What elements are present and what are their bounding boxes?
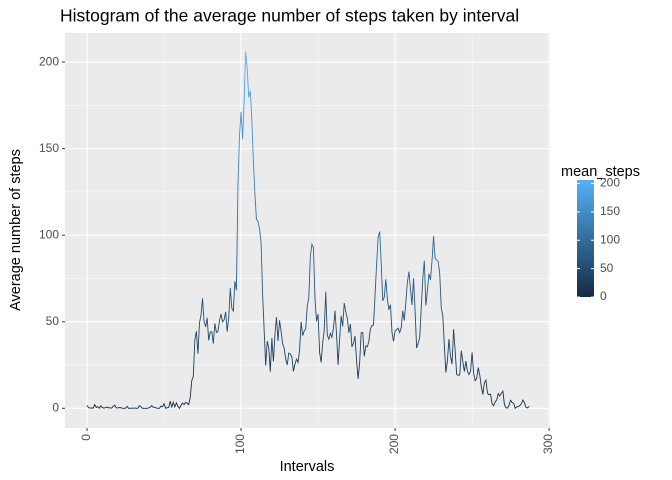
y-tick-label: 100	[39, 227, 59, 241]
panel	[65, 33, 550, 428]
y-axis-label: Average number of steps	[8, 149, 24, 311]
y-tick-label: 150	[39, 141, 59, 155]
legend-tick-label: 100	[600, 232, 620, 246]
y-tick-label: 0	[52, 400, 59, 414]
colorbar	[577, 180, 594, 297]
x-tick-label: 100	[233, 434, 247, 454]
legend-tick-label: 0	[600, 289, 607, 303]
legend-tick-label: 200	[600, 176, 620, 190]
x-tick-label: 300	[541, 434, 555, 454]
legend-tick-label: 150	[600, 204, 620, 218]
x-axis-label: Intervals	[280, 459, 335, 475]
y-tick-label: 200	[39, 54, 59, 68]
x-tick-label: 200	[387, 434, 401, 454]
x-tick-label: 0	[79, 434, 93, 441]
legend-title: mean_steps	[561, 164, 640, 180]
y-tick-label: 50	[46, 314, 60, 328]
data-line	[86, 51, 530, 410]
chart-title: Histogram of the average number of steps…	[60, 6, 519, 26]
legend-tick-label: 50	[600, 261, 614, 275]
